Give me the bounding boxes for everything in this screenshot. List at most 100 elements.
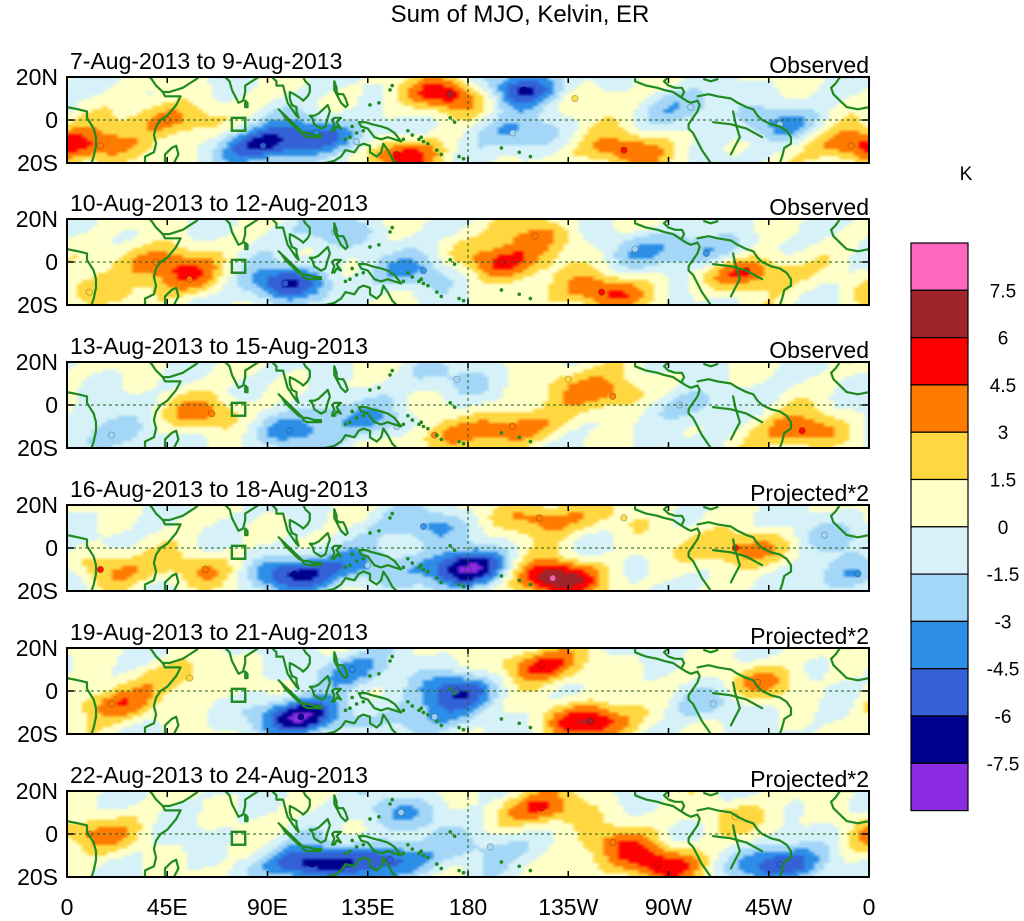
coastline (357, 835, 403, 857)
coastline (712, 549, 764, 567)
island-dot (417, 279, 421, 284)
coastline (662, 77, 686, 98)
colorbar-bin-7 (910, 526, 969, 575)
island-dot (388, 802, 392, 806)
coastline (270, 219, 311, 261)
colorbar-unit-label: K (960, 164, 973, 185)
panel-4-anomaly-1 (96, 565, 104, 573)
coastline (302, 845, 323, 853)
panel-4: 20N 0 20S 16-Aug-2013 to 18-Aug-2013 Project… (16, 476, 870, 604)
coastline (161, 648, 200, 665)
island-dot (361, 413, 366, 418)
coastline (163, 144, 180, 163)
island-dot (421, 710, 426, 715)
coastline (317, 856, 398, 877)
coastline (687, 527, 712, 591)
island-dot (410, 704, 415, 708)
island-dot (421, 281, 426, 286)
island-dot (421, 424, 426, 429)
panel-1-anomaly-12 (847, 142, 855, 150)
coastline (729, 681, 741, 727)
island-dot (377, 815, 381, 819)
panel-6-anomaly-6 (653, 860, 661, 868)
coastline (244, 670, 249, 680)
island-dot (354, 416, 359, 420)
coastline (308, 103, 331, 130)
island-dot (457, 868, 461, 873)
colorbar-bin-9 (910, 620, 969, 670)
panel-3-label: Observed (769, 337, 869, 363)
island-dot (448, 830, 452, 834)
x-tick-label: 90W (645, 894, 693, 920)
colorbar-bin-1 (910, 242, 969, 291)
island-dot (457, 439, 461, 444)
coastline (161, 791, 200, 808)
panel-4-anomaly-3 (290, 570, 298, 578)
coastline (161, 219, 200, 236)
coastline (148, 77, 164, 94)
panel-1-y-tick-label: 0 (45, 107, 58, 133)
coastline (270, 648, 311, 690)
panel-2-anomaly-9 (598, 288, 606, 296)
island-dot (390, 511, 395, 516)
island-dot (348, 849, 352, 853)
panel-1-anomaly-8 (520, 86, 528, 94)
coastline (308, 531, 331, 558)
panel-6-anomaly-9 (486, 843, 494, 851)
colorbar-level-label: 1.5 (990, 471, 1016, 492)
island-dot (461, 156, 466, 161)
panel-6-y-tick-label: 20S (17, 864, 58, 890)
island-dot (528, 154, 533, 159)
coastline (308, 674, 331, 701)
coastline (333, 365, 349, 394)
island-dot (410, 418, 415, 422)
island-dot (499, 288, 504, 292)
island-dot (421, 567, 426, 572)
coastline (703, 220, 719, 225)
coastline (148, 505, 164, 522)
island-dot (457, 725, 461, 730)
panel-6-anomaly-4 (397, 808, 405, 816)
coastline (712, 692, 764, 710)
coastline (830, 648, 855, 660)
coastline (67, 677, 98, 734)
island-dot (388, 516, 392, 520)
island-dot (390, 654, 395, 659)
island-dot (406, 413, 410, 418)
coastline (687, 384, 712, 448)
coastline (662, 648, 686, 669)
island-dot (517, 721, 522, 726)
coastline (634, 77, 699, 104)
island-dot (448, 401, 452, 405)
coastline (317, 284, 398, 305)
panel-2-y-tick-label: 20N (16, 206, 58, 232)
island-dot (388, 230, 392, 234)
coastline (163, 572, 180, 591)
coastline (67, 391, 98, 448)
x-tick-label: 0 (61, 894, 74, 920)
island-dot (361, 128, 366, 133)
colorbar-bin-6 (910, 478, 969, 528)
island-dot (417, 708, 421, 713)
coastline (148, 219, 164, 236)
island-dot (343, 708, 348, 713)
coastline (317, 142, 398, 163)
panel-5-label: Projected*2 (750, 623, 869, 649)
coastline (333, 651, 349, 680)
island-dot (435, 862, 439, 866)
coastline (317, 713, 398, 734)
panel-5-period: 19-Aug-2013 to 21-Aug-2013 (70, 619, 368, 645)
panel-5-anomaly-10 (709, 700, 717, 708)
coastline (830, 800, 869, 825)
coastline (143, 233, 182, 305)
coastline (830, 514, 869, 539)
colorbar-level-label: 6 (998, 329, 1009, 350)
island-dot (368, 388, 372, 392)
island-dot (350, 838, 354, 843)
island-dot (354, 131, 359, 135)
coastline (143, 518, 182, 591)
colorbar-bin-8 (910, 573, 969, 622)
x-tick-label: 180 (449, 894, 487, 920)
island-dot (517, 292, 522, 297)
colorbar-bin-4 (910, 384, 969, 433)
